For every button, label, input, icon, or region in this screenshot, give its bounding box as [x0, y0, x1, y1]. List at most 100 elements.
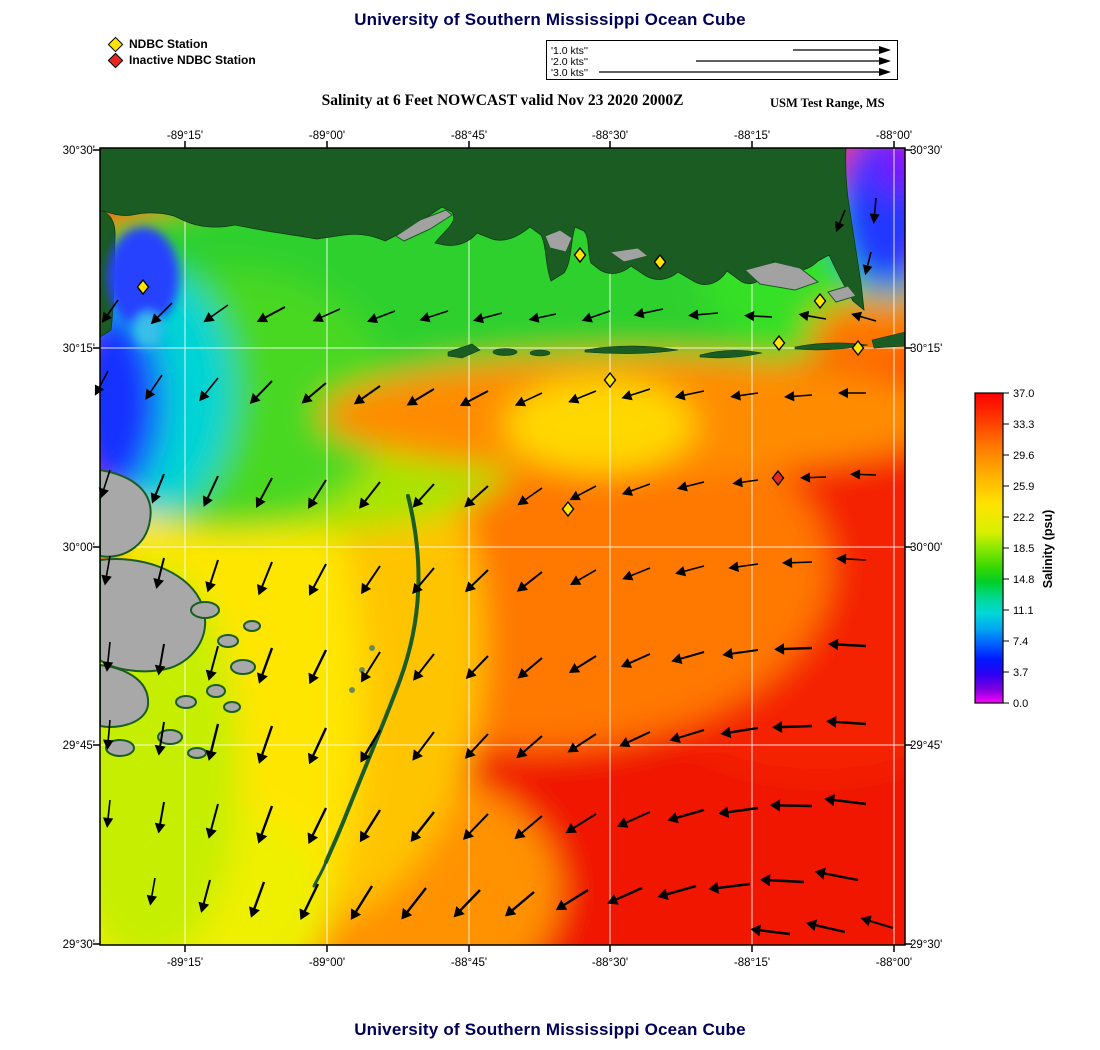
- current-vector: [688, 309, 719, 321]
- current-vector: [774, 643, 813, 655]
- lon-tick-label: -88°45': [451, 130, 487, 142]
- current-vector: [249, 380, 273, 405]
- lon-tick-label: -89°00': [309, 130, 345, 142]
- current-vector: [410, 811, 435, 842]
- current-vector: [581, 310, 611, 323]
- lat-tick-label: 30°30': [63, 145, 95, 157]
- current-vector: [836, 553, 867, 565]
- current-vector: [621, 388, 651, 401]
- current-vector: [154, 643, 166, 676]
- current-vector: [514, 392, 543, 407]
- current-vector: [202, 475, 219, 507]
- scale-label-1kt: '1.0 kts'': [551, 45, 588, 57]
- colorbar-tick-label: 25.9: [1013, 481, 1034, 493]
- current-vector: [730, 390, 759, 401]
- map-plot-area: [100, 148, 905, 945]
- colorbar-tick-label: 22.2: [1013, 512, 1034, 524]
- current-vector: [312, 308, 341, 322]
- current-vector: [744, 310, 773, 322]
- current-vector: [453, 889, 481, 918]
- current-vector: [307, 807, 328, 844]
- current-vector: [102, 641, 114, 672]
- current-vector: [101, 555, 112, 586]
- lon-tick-label: -89°15': [167, 957, 203, 969]
- colorbar-tick-label: 14.8: [1013, 574, 1034, 586]
- lat-tick-label: 29°30': [63, 939, 95, 951]
- colorbar: 37.0 33.3 29.6 25.9 22.2 18.5 14.8 11.1 …: [974, 388, 1055, 710]
- current-vector: [622, 567, 651, 581]
- lat-tick-label: 29°30': [910, 939, 942, 951]
- colorbar-title: Salinity (psu): [1041, 510, 1055, 588]
- colorbar-tick-label: 37.0: [1013, 388, 1034, 400]
- coastal-marsh-patches: [395, 209, 857, 303]
- longitude-labels-top: -89°15' -89°00' -88°45' -88°30' -88°15' …: [167, 130, 912, 142]
- current-vector: [257, 561, 273, 596]
- current-vector: [360, 651, 381, 683]
- lat-tick-label: 30°15': [63, 343, 95, 355]
- current-vector: [800, 472, 827, 483]
- current-vector: [607, 886, 643, 905]
- ndbc-station-marker: [813, 292, 827, 310]
- current-vector: [824, 794, 867, 807]
- page-title: University of Southern Mississippi Ocean…: [354, 10, 746, 29]
- colorbar-tick-label: 11.1: [1013, 605, 1034, 617]
- current-vector: [657, 884, 697, 900]
- colorbar-gradient: [974, 392, 1004, 704]
- station-marker-layer: [136, 246, 865, 518]
- current-vector: [464, 485, 489, 508]
- current-vector: [205, 723, 220, 761]
- colorbar-tick-label: 3.7: [1013, 667, 1028, 679]
- colorbar-ticks: [1003, 392, 1009, 704]
- current-vector: [145, 374, 163, 400]
- current-vector: [720, 726, 759, 739]
- current-vector: [256, 306, 286, 323]
- current-vector: [620, 653, 651, 668]
- colorbar-tick-label: 0.0: [1013, 698, 1028, 710]
- current-vector: [464, 733, 489, 759]
- colorbar-tick-label: 18.5: [1013, 543, 1034, 555]
- current-vector: [828, 638, 867, 651]
- current-vector: [102, 799, 114, 828]
- ndbc-station-marker: [772, 334, 786, 352]
- current-vector: [462, 813, 489, 840]
- inactive-ndbc-station-marker: [771, 469, 785, 487]
- region-label: USM Test Range, MS: [770, 96, 885, 110]
- current-vector: [514, 815, 543, 840]
- lon-tick-label: -89°15': [167, 130, 203, 142]
- lon-tick-label: -88°15': [734, 130, 770, 142]
- current-vector: [359, 481, 381, 509]
- current-vector: [465, 655, 489, 680]
- current-vector: [406, 388, 435, 406]
- current-vector: [850, 469, 877, 480]
- current-vector: [708, 881, 751, 894]
- scale-label-3kt: '3.0 kts'': [551, 67, 588, 79]
- current-vector: [256, 805, 274, 844]
- current-vector: [675, 565, 705, 577]
- current-vector: [412, 731, 435, 761]
- current-vector: [728, 561, 759, 573]
- current-vector: [806, 919, 846, 934]
- current-vector: [760, 874, 805, 887]
- current-vector: [150, 302, 173, 325]
- lat-tick-label: 29°45': [63, 740, 95, 752]
- current-vector: [814, 867, 859, 882]
- lat-tick-label: 30°00': [63, 542, 95, 554]
- legend-label-inactive-ndbc: Inactive NDBC Station: [129, 53, 256, 67]
- current-vector: [669, 729, 705, 744]
- current-vector: [633, 307, 664, 319]
- current-vector: [565, 813, 597, 834]
- current-vector: [154, 721, 166, 756]
- current-vector: [150, 473, 165, 504]
- scale-label-2kt: '2.0 kts'': [551, 56, 588, 68]
- current-vector: [722, 648, 759, 660]
- current-vector: [203, 304, 229, 323]
- current-vector: [473, 312, 503, 324]
- current-vector: [555, 888, 589, 911]
- latitude-labels-right: 30°30' 30°15' 30°00' 29°45' 29°30': [910, 145, 942, 951]
- lon-tick-label: -89°00': [309, 957, 345, 969]
- current-vector: [567, 733, 597, 753]
- current-vector: [851, 311, 877, 322]
- current-vector: [419, 310, 449, 323]
- coastline-landmass: [100, 148, 865, 311]
